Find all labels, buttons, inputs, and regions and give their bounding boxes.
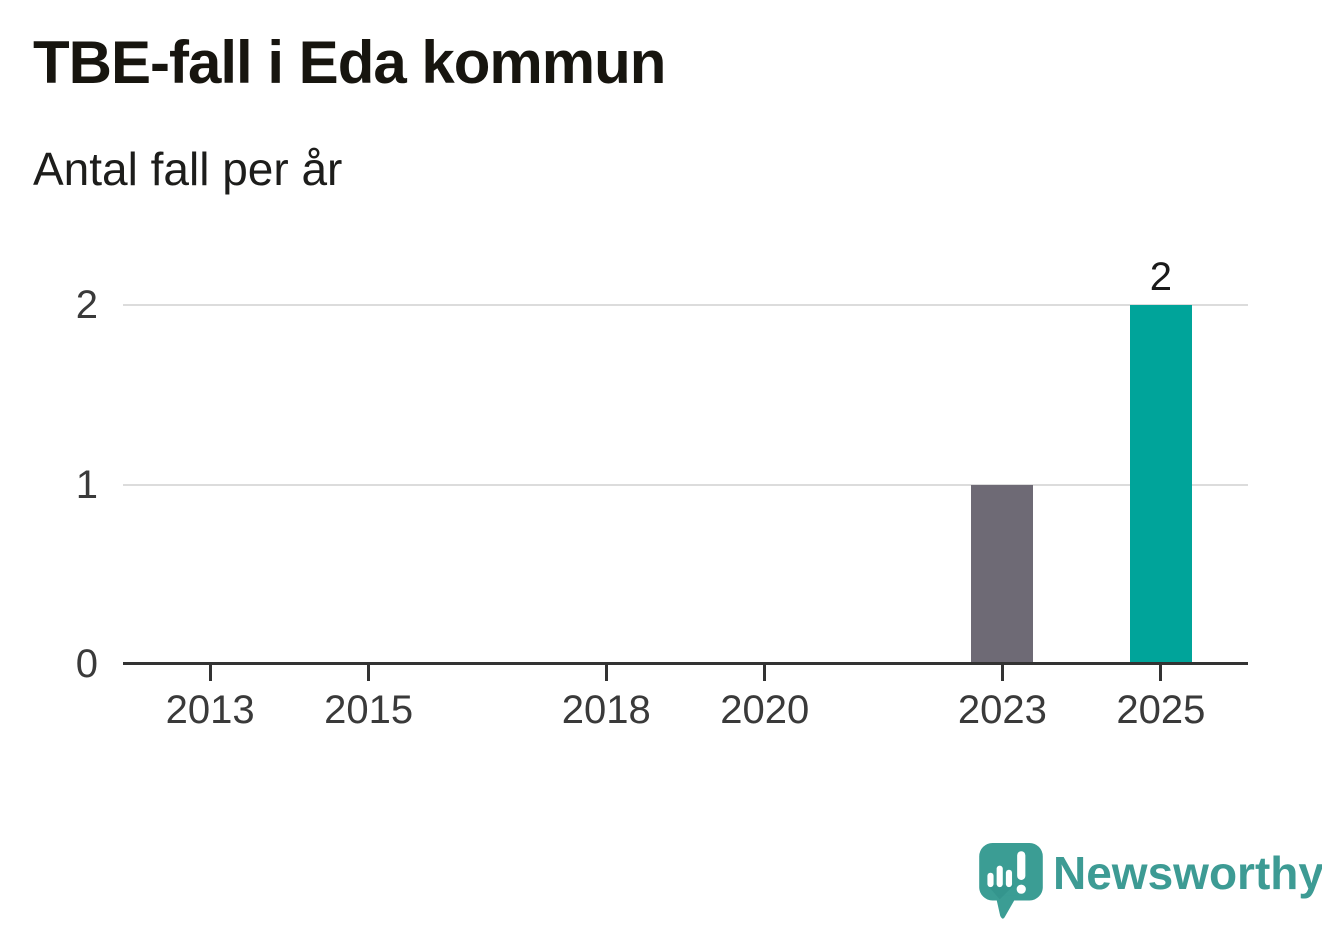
newsworthy-logo: Newsworthy (978, 842, 1322, 922)
bar-2025 (1129, 305, 1192, 665)
chart-subtitle: Antal fall per år (33, 143, 343, 195)
gridline-y-1 (123, 483, 1248, 486)
bar-2023 (971, 484, 1034, 665)
x-tick-label-2025: 2025 (1116, 688, 1206, 732)
y-tick-label-2: 2 (75, 283, 98, 327)
x-axis-line (123, 662, 1248, 665)
newsworthy-speech-bubble-icon (979, 843, 1043, 919)
x-tick-label-2018: 2018 (561, 688, 651, 732)
x-tick-2013 (208, 665, 212, 681)
x-tick-2015 (367, 665, 371, 681)
x-tick-2025 (1159, 665, 1163, 681)
y-tick-label-1: 1 (75, 462, 98, 507)
x-tick-label-2015: 2015 (324, 688, 414, 732)
x-tick-2023 (1000, 665, 1004, 681)
newsworthy-wordmark: Newsworthy (1053, 847, 1322, 899)
y-tick-label-0: 0 (75, 642, 98, 686)
x-tick-2018 (604, 665, 608, 681)
x-tick-label-2013: 2013 (165, 688, 255, 732)
x-tick-label-2020: 2020 (720, 688, 810, 732)
x-tick-2020 (763, 665, 767, 681)
chart-title: TBE-fall i Eda kommun (33, 29, 666, 96)
bar-value-label-2025: 2 (1149, 255, 1172, 299)
gridline-y-2 (123, 304, 1248, 306)
x-tick-label-2023: 2023 (957, 688, 1047, 732)
